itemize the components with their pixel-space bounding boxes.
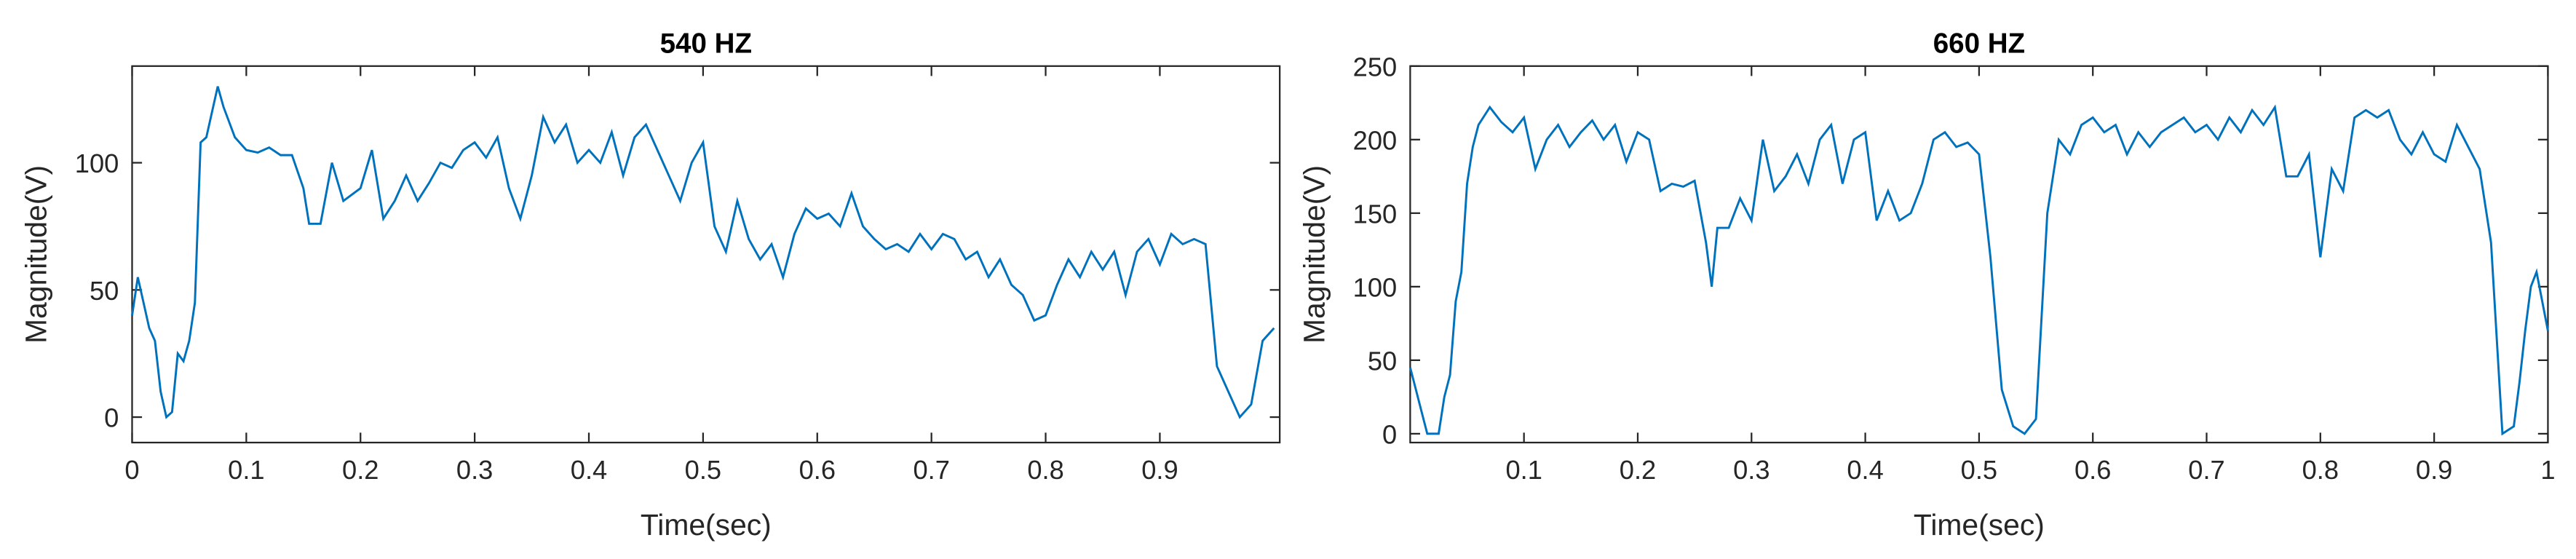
x-tick-label: 0.4 <box>571 455 607 485</box>
y-axis-label: Magnitude(V) <box>20 165 53 344</box>
x-tick-label: 0.5 <box>1961 455 1997 485</box>
plot-area <box>131 65 1281 444</box>
x-tick-label: 1 <box>2540 455 2555 485</box>
x-tick-label: 0.3 <box>1733 455 1769 485</box>
y-tick-label: 250 <box>1353 52 1398 82</box>
y-tick-label: 200 <box>1353 125 1398 155</box>
y-tick-label: 50 <box>90 276 119 306</box>
y-tick-label: 0 <box>104 403 119 433</box>
x-tick-label: 0.2 <box>1620 455 1656 485</box>
x-tick-label: 0.6 <box>2074 455 2111 485</box>
x-tick-label: 0.7 <box>2188 455 2224 485</box>
chart-title: 660 HZ <box>1933 28 2025 60</box>
x-tick-label: 0.1 <box>1505 455 1542 485</box>
x-tick-label: 0.4 <box>1847 455 1883 485</box>
plot-area <box>1409 65 2549 444</box>
x-tick-label: 0.9 <box>2416 455 2452 485</box>
y-tick-label: 100 <box>1353 272 1398 302</box>
y-tick-label: 150 <box>1353 199 1398 229</box>
x-tick-label: 0.7 <box>913 455 949 485</box>
x-tick-label: 0.8 <box>2302 455 2339 485</box>
data-line <box>131 86 1275 419</box>
x-tick-label: 0.3 <box>456 455 493 485</box>
data-line <box>1408 104 2549 436</box>
x-tick-label: 0.2 <box>342 455 379 485</box>
y-tick-label: 50 <box>1368 346 1397 376</box>
chart-title: 540 HZ <box>660 28 752 60</box>
x-tick-label: 0.6 <box>799 455 836 485</box>
x-axis-label: Time(sec) <box>1914 508 2045 542</box>
x-tick-label: 0 <box>124 455 139 485</box>
x-tick-label: 0.1 <box>228 455 264 485</box>
x-tick-label: 0.8 <box>1027 455 1063 485</box>
x-axis-label: Time(sec) <box>641 508 772 542</box>
y-tick-label: 100 <box>75 148 119 178</box>
y-axis-label: Magnitude(V) <box>1297 165 1331 344</box>
y-tick-label: 0 <box>1382 420 1397 450</box>
x-tick-label: 0.9 <box>1141 455 1178 485</box>
x-tick-label: 0.5 <box>685 455 721 485</box>
